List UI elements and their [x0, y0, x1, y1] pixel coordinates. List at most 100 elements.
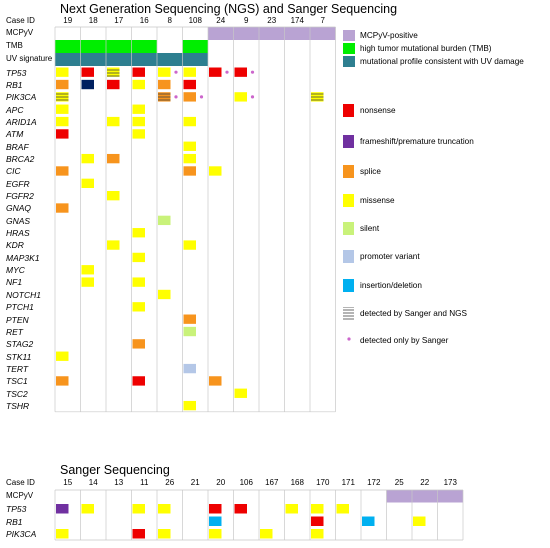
ngs-case-id-7: 7 [320, 16, 325, 25]
sanger-case-id-13: 13 [114, 478, 124, 487]
sanger-mutation-indel [209, 516, 222, 526]
ngs-gene-label-map3k1: MAP3K1 [6, 252, 40, 263]
ngs-mutation-missense [183, 116, 196, 127]
ngs-mutation-missense [81, 265, 94, 275]
ngs-mutation-splice [56, 166, 69, 176]
ngs-uv-cell [182, 53, 208, 66]
ngs-case-id-9: 9 [244, 16, 249, 25]
sanger-case-id-20: 20 [216, 478, 226, 487]
sanger-case-id-171: 171 [341, 478, 355, 487]
ngs-mutation-nonsense [81, 67, 94, 77]
ngs-mutation-splice [183, 166, 196, 176]
sanger-case-id-21: 21 [190, 478, 200, 487]
sanger-case-id-25: 25 [394, 478, 404, 487]
ngs-mutation-splice [183, 92, 196, 102]
ngs-mutation-missense [107, 191, 120, 201]
ngs-mcpyv-cell [310, 27, 336, 40]
ngs-gene-label-stag2: STAG2 [6, 339, 34, 350]
legend-swatch-indel [343, 279, 354, 292]
ngs-uv-cell [106, 53, 132, 66]
ngs-case-id-23: 23 [267, 16, 277, 25]
ngs-mutation-missense [132, 228, 145, 238]
ngs-mutation-splice [56, 376, 69, 386]
sanger-mutation-nonsense [209, 504, 222, 514]
ngs-mutation-missense [183, 400, 196, 411]
ngs-mutation-missense [56, 116, 69, 127]
ngs-gene-label-myc: MYC [6, 265, 25, 276]
sanger-case-id-173: 173 [443, 478, 457, 487]
ngs-mutation-nonsense [209, 67, 222, 77]
ngs-tmb-cell [106, 40, 132, 53]
ngs-gene-label-tsc1: TSC1 [6, 376, 28, 387]
ngs-hatch-mark [158, 92, 171, 102]
sanger-mutation-missense [311, 504, 324, 514]
ngs-mutation-missense [132, 302, 145, 312]
sanger-case-id-106: 106 [239, 478, 253, 487]
ngs-sanger-only-dot [199, 95, 204, 99]
ngs-row-label-uv-signature: UV signature [6, 54, 53, 63]
ngs-uv-cell [157, 53, 183, 66]
ngs-mcpyv-cell [233, 27, 259, 40]
ngs-gene-label-tshr: TSHR [6, 400, 30, 411]
ngs-gene-label-tert: TERT [6, 363, 29, 374]
legend-label-hatch: detected by Sanger and NGS [360, 309, 467, 318]
ngs-gene-label-kdr: KDR [6, 240, 24, 251]
ngs-mutation-nonsense [132, 67, 145, 77]
sanger-gene-label-pik3ca: PIK3CA [6, 529, 37, 539]
sanger-mutation-missense [158, 529, 171, 539]
legend-label-silent: silent [360, 224, 380, 233]
sanger-gene-label-tp53: TP53 [6, 504, 27, 514]
legend-label-tmb: high tumor mutational burden (TMB) [360, 44, 492, 53]
legend-swatch-nonsense [343, 104, 354, 117]
ngs-gene-label-cic: CIC [6, 166, 21, 177]
ngs-gene-label-arid1a: ARID1A [6, 116, 37, 127]
ngs-hatch-mark [107, 67, 120, 77]
ngs-sanger-only-dot [250, 95, 255, 99]
ngs-gene-label-gnas: GNAS [6, 215, 31, 226]
ngs-mutation-missense [183, 153, 196, 164]
sanger-mutation-missense [56, 529, 69, 539]
ngs-gene-label-egfr: EGFR [6, 178, 30, 189]
ngs-mcpyv-cell [259, 27, 285, 40]
ngs-mutation-missense [158, 289, 171, 300]
ngs-mutation-missense [56, 351, 69, 361]
legend-label-frameshift: frameshift/premature truncation [360, 137, 474, 146]
sanger-case-id-14: 14 [88, 478, 98, 487]
ngs-gene-label-hras: HRAS [6, 228, 30, 239]
ngs-gene-label-pik3ca: PIK3CA [6, 92, 37, 103]
ngs-uv-cell [131, 53, 157, 66]
sanger-case-id-15: 15 [63, 478, 73, 487]
sanger-mutation-missense [158, 504, 171, 514]
ngs-case-id-label: Case ID [6, 16, 35, 25]
ngs-hatch-mark [311, 92, 324, 102]
ngs-mutation-missense [132, 277, 145, 287]
sanger-case-id-172: 172 [367, 478, 381, 487]
ngs-mutation-splice [56, 203, 69, 213]
ngs-row-label-mcpyv: MCPyV [6, 28, 34, 37]
ngs-mutation-missense [107, 116, 120, 127]
ngs-case-id-108: 108 [188, 16, 202, 25]
sanger-case-id-label: Case ID [6, 478, 35, 487]
ngs-mutation-missense [132, 104, 145, 114]
legend-swatch-promoter [343, 250, 354, 263]
ngs-sanger-only-dot [174, 70, 178, 74]
ngs-mutation-missense [132, 252, 145, 263]
ngs-mutation-missense [234, 388, 247, 398]
ngs-mutation-missense [209, 166, 222, 176]
sanger-mcpyv-cell [386, 490, 412, 503]
legend-label-promoter: promoter variant [360, 252, 420, 261]
legend-swatch-mcpyv [343, 30, 355, 41]
ngs-gene-label-rb1: RB1 [6, 79, 23, 90]
legend-label-mcpyv: MCPyV-positive [360, 31, 418, 40]
ngs-mutation-nonsense [234, 67, 247, 77]
ngs-gene-label-tp53: TP53 [6, 67, 27, 78]
ngs-tmb-cell [131, 40, 157, 53]
ngs-mutation-missense [132, 79, 145, 90]
sanger-case-id-168: 168 [290, 478, 304, 487]
ngs-gene-label-nf1: NF1 [6, 277, 23, 288]
legend-swatch-splice [343, 165, 354, 178]
sanger-case-id-26: 26 [165, 478, 175, 487]
ngs-gene-label-braf: BRAF [6, 141, 29, 152]
legend-swatch-uv [343, 56, 355, 67]
ngs-mutation-silent [158, 215, 171, 226]
